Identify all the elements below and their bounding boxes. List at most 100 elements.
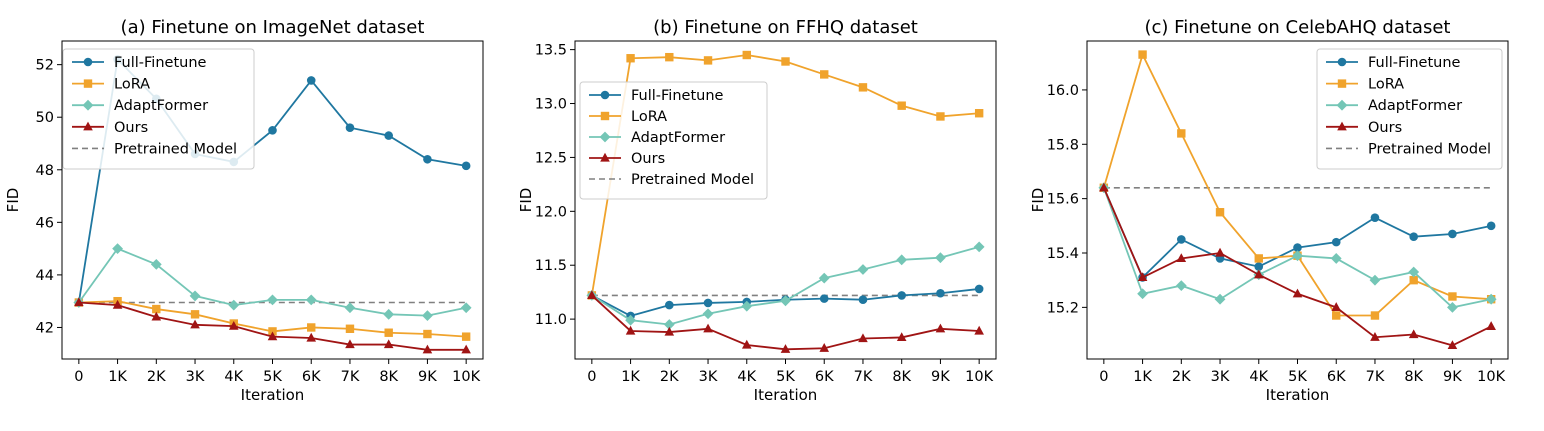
plot-frame [1086, 40, 1509, 360]
data-point [1293, 243, 1302, 252]
y-tick-label: 13.0 [535, 97, 567, 113]
data-point [1176, 253, 1187, 263]
x-tick-label: 9K [931, 369, 950, 385]
data-point [974, 284, 984, 294]
data-point [423, 154, 432, 164]
data-point [703, 323, 713, 333]
legend-label: LoRA [1368, 77, 1404, 93]
panel-2: (b) Finetune on FFHQ dataset 11.0 11.5 12.0… [517, 17, 997, 404]
data-point [1370, 213, 1380, 222]
data-point [151, 311, 162, 321]
data-point [344, 302, 356, 314]
series-line [1103, 187, 1492, 347]
legend-marker [599, 131, 611, 143]
y-axis-label: FID [1029, 188, 1047, 213]
data-point [422, 344, 433, 354]
data-point [461, 161, 471, 171]
data-point [741, 339, 752, 349]
data-point [306, 76, 316, 85]
data-point [857, 264, 869, 275]
x-tick-label: 6K [302, 369, 321, 385]
data-point [896, 332, 907, 342]
legend-label: Pretrained Model [1368, 141, 1491, 157]
data-point [663, 319, 675, 330]
y-tick-label: 13.5 [535, 43, 567, 59]
x-tick-label: 2K [1172, 369, 1191, 385]
series-lora [587, 50, 984, 300]
data-point [587, 290, 597, 299]
data-point [1331, 237, 1341, 247]
x-tick-label: 3K [1211, 369, 1230, 385]
y-tick-label: 48 [36, 163, 54, 179]
x-tick-label: 9K [1443, 369, 1462, 385]
x-tick-label: 6K [815, 369, 834, 385]
data-point [625, 314, 636, 326]
plot-frame [574, 40, 997, 360]
data-point [190, 319, 200, 329]
x-axis-label: Iteration [1266, 386, 1330, 404]
x-tick-label: 4K [737, 369, 756, 385]
data-point [190, 310, 200, 319]
legend-marker [1336, 99, 1348, 111]
legend: Full-Finetune LoRA AdaptFormer Ours Pretrain… [1316, 48, 1503, 170]
legend: Full-Finetune LoRA AdaptFormer Ours Pretrain… [62, 48, 255, 170]
legend-marker [1337, 121, 1347, 131]
data-point [1369, 274, 1381, 286]
legend-label: LoRA [631, 109, 667, 125]
legend-marker [83, 79, 93, 88]
legend-marker [83, 121, 93, 131]
data-point [1447, 340, 1458, 350]
data-point [1175, 280, 1187, 292]
legend-label: AdaptFormer [114, 98, 208, 114]
legend-marker [83, 57, 93, 67]
y-tick-label: 46 [36, 215, 54, 231]
x-tick-label: 7K [854, 369, 873, 385]
data-point [267, 331, 278, 341]
x-tick-label: 1K [1133, 369, 1152, 385]
plot-frame [61, 40, 484, 360]
x-tick-label: 9K [418, 369, 437, 385]
legend-label: Full-Finetune [114, 55, 207, 71]
data-point [1370, 332, 1380, 341]
x-tick-label: 0 [1099, 369, 1108, 385]
y-tick-label: 44 [36, 268, 54, 284]
y-tick-label: 15.8 [1047, 137, 1079, 153]
data-point [625, 325, 636, 335]
data-point [665, 52, 674, 62]
data-point [1448, 292, 1457, 301]
data-point [703, 56, 713, 65]
data-point [152, 304, 161, 314]
data-point [936, 112, 945, 121]
data-point [935, 252, 946, 264]
legend-marker [1337, 57, 1347, 67]
x-tick-label: 7K [341, 369, 360, 385]
data-point [703, 298, 713, 308]
x-tick-label: 3K [186, 369, 205, 385]
data-point [1214, 293, 1226, 305]
data-point [819, 343, 830, 352]
data-point [1177, 129, 1186, 138]
x-axis-label: Iteration [754, 386, 818, 404]
legend-label: Ours [114, 120, 148, 136]
x-tick-label: 10K [965, 369, 993, 385]
series-ours [587, 290, 984, 353]
series-ours [74, 297, 471, 354]
data-point [150, 258, 162, 270]
data-point [1177, 235, 1186, 244]
data-point [423, 329, 432, 339]
data-point [1448, 229, 1457, 239]
data-point [268, 126, 277, 135]
data-point [702, 308, 714, 320]
y-tick-label: 15.4 [1047, 246, 1079, 262]
legend-box [579, 81, 768, 200]
y-tick-label: 15.6 [1047, 192, 1079, 208]
x-tick-label: 3K [699, 369, 718, 385]
y-tick-label: 12.5 [535, 150, 567, 166]
series-adaptformer [73, 243, 472, 322]
series-adaptformer [586, 241, 985, 330]
x-tick-label: 4K [224, 369, 243, 385]
x-tick-label: 4K [1249, 369, 1268, 385]
data-point [935, 323, 946, 333]
x-tick-label: 2K [660, 369, 679, 385]
data-point [1292, 250, 1303, 262]
